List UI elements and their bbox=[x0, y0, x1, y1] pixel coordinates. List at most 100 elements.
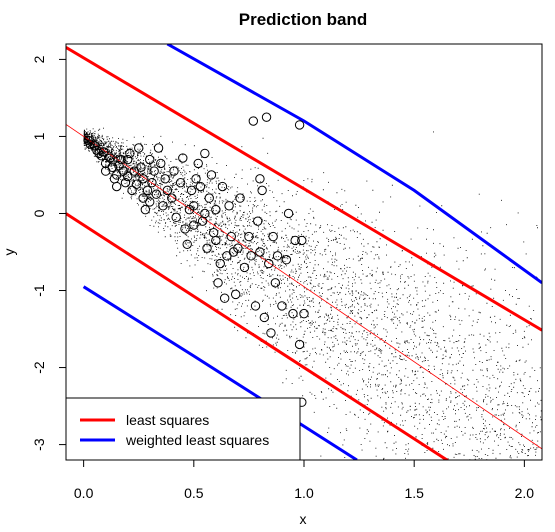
sample-point bbox=[235, 193, 245, 203]
sample-point bbox=[261, 112, 272, 122]
sample-points bbox=[83, 112, 309, 407]
sample-point bbox=[127, 185, 137, 196]
sample-point bbox=[98, 147, 109, 157]
weighted-least-squares-lower-band bbox=[82, 285, 358, 460]
sample-point bbox=[290, 235, 300, 246]
sample-point bbox=[125, 148, 135, 159]
sample-point bbox=[145, 154, 155, 165]
legend: least squares weighted least squares bbox=[65, 397, 301, 461]
sample-point bbox=[186, 185, 197, 196]
y-tick-label: -3 bbox=[31, 438, 47, 451]
sample-point bbox=[246, 251, 256, 261]
sample-point bbox=[182, 239, 192, 249]
sample-point bbox=[191, 174, 201, 184]
sample-point bbox=[219, 293, 230, 303]
x-tick-label: 0.0 bbox=[74, 485, 94, 501]
y-tick-label: -2 bbox=[31, 361, 47, 374]
sample-point bbox=[250, 301, 261, 311]
y-tick-label: 2 bbox=[31, 55, 47, 63]
sample-point bbox=[259, 312, 270, 323]
sample-point bbox=[226, 231, 236, 242]
sample-point bbox=[107, 162, 117, 172]
sample-point bbox=[162, 185, 173, 196]
sample-point bbox=[178, 153, 188, 163]
sample-point bbox=[85, 139, 95, 149]
sample-point bbox=[142, 185, 153, 196]
sample-point bbox=[195, 181, 206, 192]
weighted-least-squares-upper-band bbox=[166, 44, 542, 285]
legend-label-weighted-least-squares: weighted least squares bbox=[125, 432, 269, 448]
sample-point bbox=[281, 255, 292, 265]
sample-point bbox=[136, 162, 146, 172]
sample-point bbox=[211, 235, 221, 246]
sample-point bbox=[202, 243, 212, 253]
sample-point bbox=[217, 181, 228, 192]
sample-point bbox=[206, 170, 217, 180]
sample-point bbox=[169, 166, 179, 176]
legend-label-least-squares: least squares bbox=[126, 412, 209, 428]
sample-point bbox=[213, 278, 223, 288]
sample-point bbox=[215, 258, 225, 269]
sample-point bbox=[224, 201, 234, 211]
sample-point bbox=[264, 258, 274, 269]
sample-point bbox=[171, 212, 181, 223]
sample-point bbox=[268, 231, 278, 242]
y-tick-label: 0 bbox=[31, 209, 47, 217]
sample-point bbox=[131, 179, 142, 189]
sample-point bbox=[140, 204, 151, 215]
sample-point bbox=[299, 308, 309, 319]
sample-point bbox=[253, 216, 263, 226]
sample-point bbox=[105, 153, 115, 163]
sample-point bbox=[200, 208, 210, 219]
sample-point bbox=[123, 171, 133, 182]
sample-point bbox=[257, 185, 267, 196]
x-axis-label: x bbox=[300, 511, 307, 527]
x-tick-label: 2.0 bbox=[515, 485, 535, 501]
sample-point bbox=[145, 197, 155, 207]
sample-point bbox=[248, 116, 259, 126]
sample-point bbox=[270, 278, 281, 288]
sample-point bbox=[167, 193, 177, 203]
sample-point bbox=[211, 204, 221, 215]
sample-point bbox=[120, 177, 131, 188]
sample-point bbox=[116, 154, 126, 165]
least-squares-upper-band bbox=[66, 46, 542, 332]
sample-point bbox=[147, 177, 157, 188]
x-tick-label: 1.0 bbox=[294, 485, 314, 501]
sample-point bbox=[89, 140, 100, 151]
sample-point bbox=[123, 154, 133, 165]
y-axis-label: y bbox=[1, 249, 17, 256]
least-squares-lower-band bbox=[66, 212, 450, 460]
sample-point bbox=[189, 201, 199, 211]
sample-point bbox=[239, 262, 250, 273]
sample-point bbox=[244, 231, 254, 242]
x-tick-label: 1.5 bbox=[404, 485, 424, 501]
sample-point bbox=[297, 235, 307, 246]
sample-point bbox=[230, 289, 241, 300]
sample-point bbox=[160, 174, 170, 184]
sample-point bbox=[153, 143, 164, 153]
sample-point bbox=[193, 158, 203, 169]
sample-point bbox=[149, 166, 159, 176]
sample-point bbox=[189, 220, 199, 230]
sample-point bbox=[288, 308, 298, 319]
band-lines bbox=[66, 44, 542, 460]
legend-box bbox=[65, 397, 301, 461]
sample-point bbox=[111, 181, 122, 192]
y-axis-ticks: -3 -2 -1 0 1 2 bbox=[31, 55, 66, 451]
sample-point bbox=[158, 201, 168, 211]
x-tick-label: 0.5 bbox=[184, 485, 204, 501]
sample-point bbox=[134, 143, 144, 153]
sample-point bbox=[156, 158, 166, 169]
sample-point bbox=[294, 120, 305, 130]
fit-line bbox=[66, 124, 542, 450]
sample-point bbox=[283, 208, 294, 219]
sample-point bbox=[175, 177, 186, 188]
sample-point bbox=[233, 243, 243, 253]
x-axis-ticks: 0.0 0.5 1.0 1.5 2.0 bbox=[74, 460, 534, 501]
sample-point bbox=[200, 148, 210, 159]
y-tick-label: -1 bbox=[31, 284, 47, 297]
sample-point bbox=[180, 224, 190, 234]
chart-title: Prediction band bbox=[239, 10, 367, 29]
